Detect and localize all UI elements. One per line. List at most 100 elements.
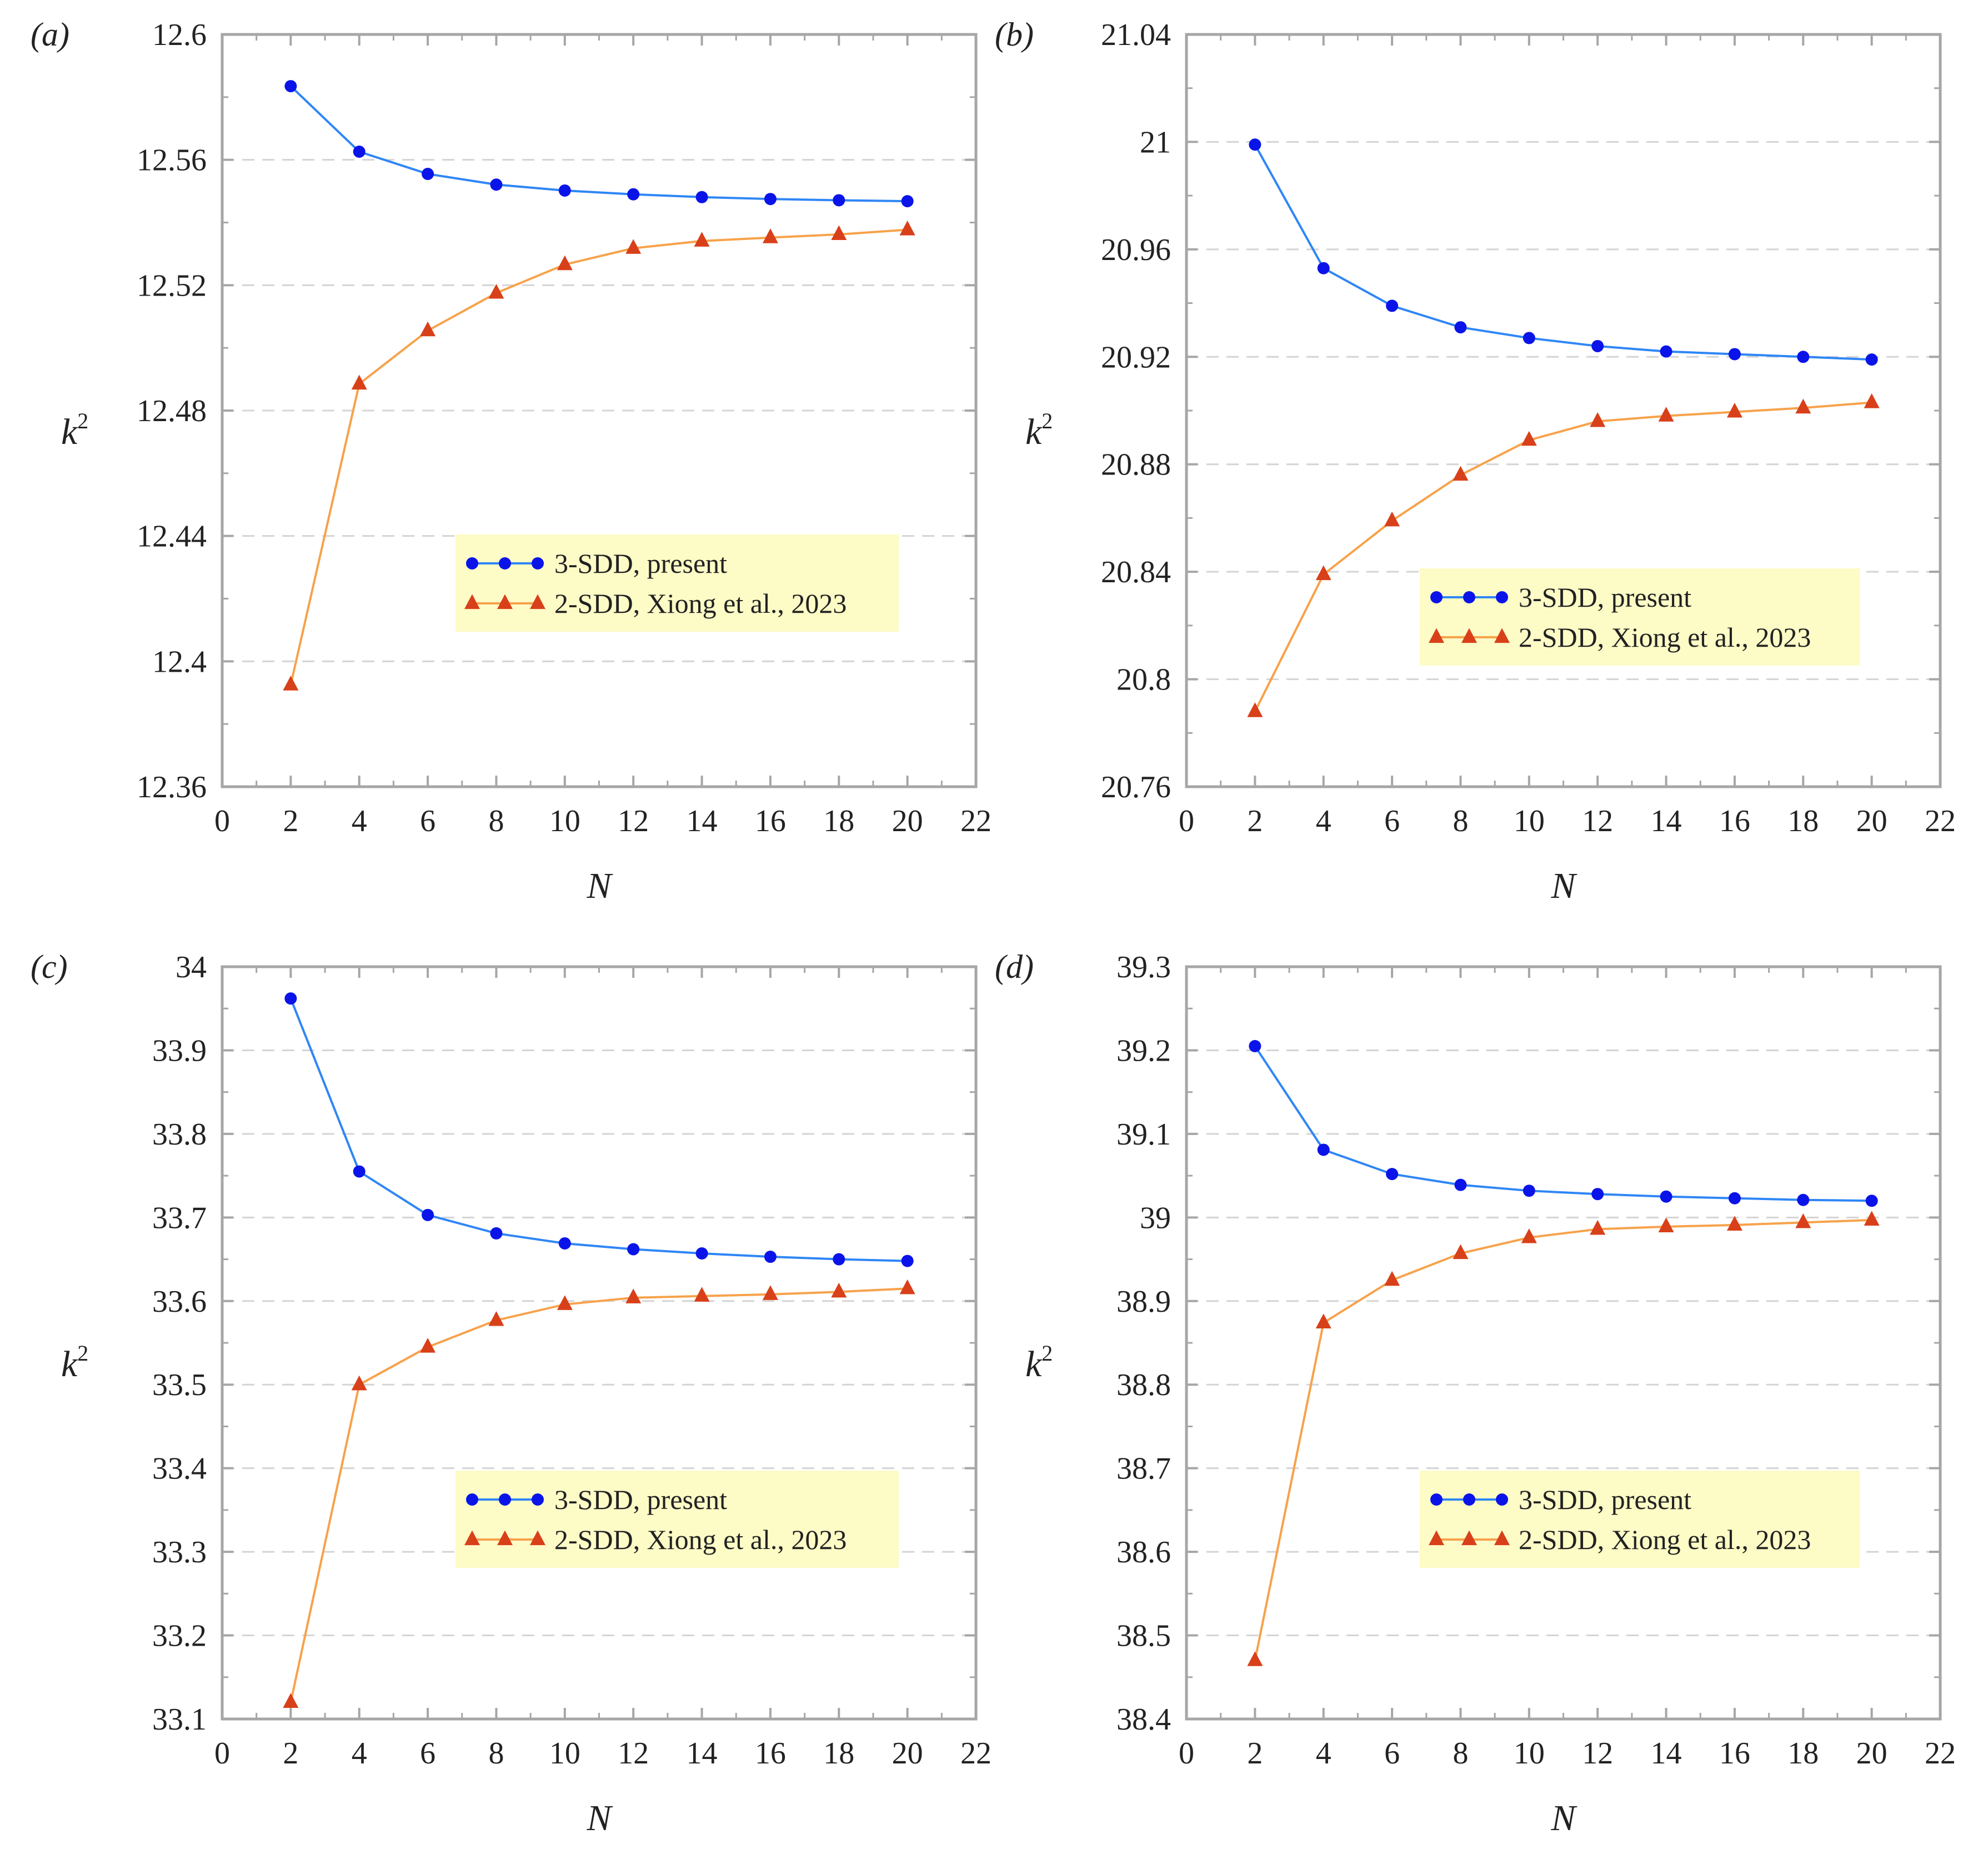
- y-axis-title-main: k: [61, 1344, 78, 1385]
- legend-swatch-marker: [1494, 628, 1510, 643]
- data-point: [901, 195, 914, 208]
- x-tick-label: 20: [1856, 1736, 1887, 1771]
- data-point: [1728, 1192, 1741, 1205]
- x-tick-label: 20: [892, 1736, 923, 1771]
- data-point: [1658, 407, 1674, 422]
- data-point: [490, 1227, 503, 1240]
- data-point: [1795, 1213, 1811, 1228]
- data-point: [627, 1243, 640, 1256]
- x-tick-label: 0: [214, 1736, 230, 1771]
- legend-swatch-marker: [1463, 1493, 1475, 1506]
- legend-swatch-marker: [464, 594, 480, 609]
- y-tick-label: 33.5: [152, 1368, 207, 1402]
- data-point: [625, 239, 642, 254]
- x-axis-title: N: [1550, 866, 1578, 906]
- data-point: [1865, 353, 1878, 366]
- y-tick-label: 38.5: [1116, 1619, 1171, 1653]
- data-point: [490, 178, 503, 191]
- x-tick-label: 14: [687, 1736, 718, 1771]
- y-tick-label: 12.52: [137, 268, 207, 303]
- legend-swatch-marker: [497, 594, 513, 609]
- data-point: [899, 1279, 915, 1295]
- y-tick-label: 12.44: [137, 519, 207, 554]
- y-tick-label: 12.36: [137, 770, 207, 804]
- legend-swatch-marker: [1461, 1530, 1477, 1546]
- series-line: [289, 998, 908, 1262]
- y-axis-title: k2: [61, 1341, 88, 1385]
- legend-swatch-marker: [1429, 628, 1444, 643]
- legend-swatch-marker: [1494, 1530, 1510, 1546]
- data-point: [1523, 1185, 1535, 1197]
- legend-swatch-marker: [1430, 591, 1443, 603]
- data-point: [420, 1338, 436, 1353]
- legend-entry-xiong-2023: 2-SDD, Xiong et al., 2023: [464, 1524, 847, 1555]
- data-point: [283, 676, 299, 691]
- x-axis-title: N: [586, 1798, 613, 1838]
- y-axis-title-sup: 2: [77, 1341, 88, 1366]
- panel-label: (c): [31, 948, 68, 985]
- x-tick-label: 14: [1651, 1736, 1682, 1771]
- data-point: [351, 1375, 367, 1391]
- y-axis-title-sup: 2: [1041, 408, 1053, 433]
- series-line: [1254, 1218, 1872, 1661]
- x-tick-label: 4: [352, 1736, 367, 1771]
- y-axis-title: k2: [1025, 1341, 1053, 1385]
- data-point: [557, 255, 573, 271]
- y-tick-label: 12.48: [137, 394, 207, 428]
- legend: 3-SDD, present 2-SDD, Xiong et al., 2023: [1420, 1471, 1860, 1568]
- data-point: [1386, 299, 1399, 312]
- data-point: [1797, 351, 1810, 363]
- legend-entry-xiong-2023: 2-SDD, Xiong et al., 2023: [1429, 622, 1811, 653]
- y-tick-label: 33.6: [152, 1285, 207, 1319]
- x-tick-label: 8: [488, 804, 504, 838]
- data-point: [1864, 393, 1880, 408]
- x-tick-label: 22: [1925, 1736, 1956, 1771]
- panel-a: 12.36 12.4 12.44 12.48 12.52 12.56 12.6 0 2 4 6 8 10…: [31, 16, 992, 906]
- x-tick-label: 8: [1453, 1736, 1468, 1771]
- data-point: [901, 1255, 914, 1267]
- y-tick-label: 12.4: [152, 644, 207, 679]
- series-present: [284, 80, 914, 208]
- y-tick-label: 20.84: [1101, 555, 1171, 589]
- data-point: [488, 283, 504, 299]
- data-point: [695, 1247, 708, 1260]
- x-axis-title: N: [1550, 1798, 1578, 1838]
- x-tick-label: 4: [1316, 1736, 1331, 1771]
- plot-frame: [221, 965, 978, 1721]
- data-point: [1590, 412, 1606, 427]
- x-tick-label: 2: [1247, 1736, 1263, 1771]
- data-point: [833, 194, 845, 207]
- y-tick-label: 38.8: [1116, 1368, 1171, 1402]
- legend-entry-xiong-2023: 2-SDD, Xiong et al., 2023: [464, 588, 847, 619]
- x-tick-label: 10: [1514, 804, 1545, 838]
- data-point: [1249, 1040, 1261, 1052]
- legend-swatch-marker: [1461, 628, 1477, 643]
- y-axis-title: k2: [1025, 408, 1053, 452]
- x-tick-label: 18: [823, 804, 854, 838]
- legend-swatch-marker: [497, 1530, 513, 1546]
- legend-label: 3-SDD, present: [1519, 582, 1691, 613]
- x-tick-label: 2: [283, 804, 298, 838]
- y-tick-label: 39.3: [1116, 950, 1171, 985]
- x-tick-label: 16: [1719, 804, 1750, 838]
- data-point: [1726, 402, 1742, 418]
- data-point: [1590, 1220, 1606, 1235]
- y-tick-label: 34: [176, 950, 207, 985]
- legend-box: [455, 1471, 899, 1568]
- x-tick-label: 10: [1514, 1736, 1545, 1771]
- data-point: [1249, 138, 1261, 151]
- data-point: [1865, 1195, 1878, 1207]
- series-present: [1249, 1040, 1878, 1207]
- data-point: [1384, 511, 1400, 527]
- y-tick-label: 20.96: [1101, 233, 1171, 267]
- y-tick-label: 21.04: [1101, 18, 1171, 52]
- data-point: [625, 1288, 642, 1303]
- panel-b: 20.76 20.8 20.84 20.88 20.92 20.96 21 21.04 0 2 4 6…: [995, 16, 1956, 906]
- data-point: [1315, 1313, 1331, 1329]
- legend-box: [1420, 568, 1860, 666]
- y-tick-label: 39: [1140, 1201, 1171, 1235]
- data-point: [351, 374, 367, 390]
- plot-frame: [1185, 33, 1942, 788]
- y-axis-title: k2: [61, 408, 88, 452]
